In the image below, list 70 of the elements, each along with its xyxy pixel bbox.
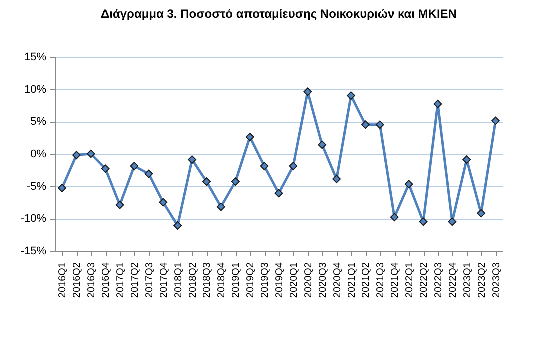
point bbox=[274, 189, 284, 198]
point bbox=[304, 88, 312, 96]
point bbox=[202, 178, 211, 186]
point bbox=[462, 156, 472, 164]
point bbox=[332, 175, 342, 184]
y-tick-label: 10% bbox=[24, 84, 47, 96]
point bbox=[130, 162, 139, 170]
x-tick-label: 2018Q4 bbox=[216, 262, 228, 298]
x-tick-label: 2022Q3 bbox=[433, 262, 444, 298]
y-tick-label: -10% bbox=[20, 213, 47, 226]
x-tick-label: 2019Q1 bbox=[231, 262, 242, 298]
point bbox=[477, 209, 486, 218]
x-tick-label: 2021Q3 bbox=[376, 262, 387, 298]
x-tick-label: 2019Q3 bbox=[260, 262, 272, 298]
point bbox=[419, 218, 428, 226]
point bbox=[159, 198, 168, 207]
x-tick-label: 2020Q3 bbox=[318, 262, 329, 298]
y-tick-label: -15% bbox=[20, 246, 47, 258]
y-tick-label: 0% bbox=[30, 148, 47, 160]
point bbox=[86, 150, 96, 158]
x-tick-label: 2018Q2 bbox=[188, 262, 199, 298]
point bbox=[116, 200, 124, 210]
point bbox=[390, 213, 399, 222]
point bbox=[492, 116, 500, 126]
x-tick-label: 2016Q2 bbox=[72, 262, 84, 298]
point bbox=[144, 170, 154, 178]
point bbox=[318, 140, 327, 150]
point bbox=[404, 180, 414, 189]
point bbox=[216, 202, 226, 212]
x-tick-label: 2020Q4 bbox=[332, 262, 344, 298]
x-tick-label: 2021Q2 bbox=[361, 262, 372, 298]
x-tick-label: 2018Q3 bbox=[202, 262, 214, 298]
x-tick-label: 2022Q4 bbox=[448, 262, 459, 298]
point bbox=[246, 132, 254, 142]
x-tick-label: 2017Q3 bbox=[144, 262, 156, 298]
x-tick-label: 2019Q4 bbox=[274, 262, 286, 298]
x-tick-label: 2021Q4 bbox=[390, 262, 402, 298]
x-tick-label: 2018Q1 bbox=[173, 262, 184, 298]
point bbox=[174, 222, 182, 230]
x-tick-label: 2020Q1 bbox=[288, 262, 300, 298]
x-tick-label: 2016Q4 bbox=[101, 262, 112, 298]
x-tick-label: 2016Q1 bbox=[58, 262, 69, 298]
x-tick-label: 2019Q2 bbox=[246, 262, 257, 298]
x-tick-label: 2023Q3 bbox=[491, 262, 502, 298]
x-tick-label: 2017Q2 bbox=[130, 262, 141, 298]
point bbox=[362, 120, 370, 130]
x-tick-label: 2021Q1 bbox=[346, 262, 358, 298]
y-tick-label: 15% bbox=[24, 52, 47, 64]
x-tick-label: 2017Q1 bbox=[116, 262, 127, 298]
x-tick-label: 2022Q2 bbox=[419, 262, 430, 298]
x-tick-label: 2016Q3 bbox=[86, 262, 98, 298]
point bbox=[260, 162, 269, 170]
x-tick-label: 2023Q2 bbox=[476, 262, 488, 298]
y-tick-label: -5% bbox=[26, 180, 47, 193]
point bbox=[58, 184, 66, 192]
x-tick-label: 2023Q1 bbox=[462, 262, 474, 298]
point bbox=[376, 120, 384, 130]
x-tick-label: 2020Q2 bbox=[303, 262, 314, 298]
point bbox=[72, 151, 81, 160]
chart-title: Διάγραμμα 3. Ποσοστό αποταμίευσης Νοικοκυριών και ΜΚΙΕΝ bbox=[101, 7, 457, 21]
point bbox=[434, 100, 442, 108]
point bbox=[347, 92, 356, 100]
point bbox=[101, 164, 110, 174]
point bbox=[448, 218, 457, 226]
x-tick-label: 2017Q4 bbox=[158, 262, 170, 298]
point bbox=[188, 156, 196, 164]
point bbox=[289, 162, 298, 170]
point bbox=[231, 178, 240, 186]
y-tick-label: 5% bbox=[30, 116, 47, 128]
x-tick-label: 2022Q1 bbox=[404, 262, 416, 298]
